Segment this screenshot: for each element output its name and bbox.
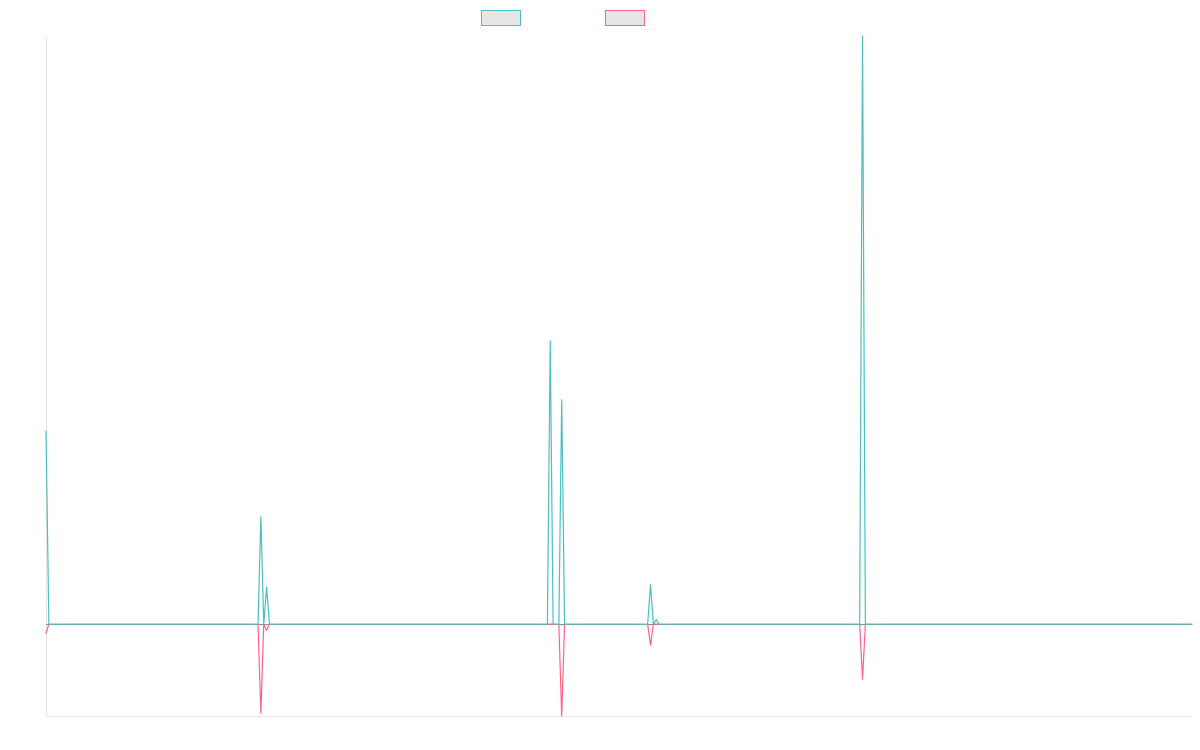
legend-swatch-2[interactable] xyxy=(605,10,645,26)
legend-swatch-1[interactable] xyxy=(481,10,521,26)
plot-area xyxy=(45,35,1193,717)
series-line-2 xyxy=(45,623,1193,717)
axes xyxy=(46,36,1192,717)
series-line-1 xyxy=(45,35,1193,625)
legend xyxy=(481,10,645,26)
